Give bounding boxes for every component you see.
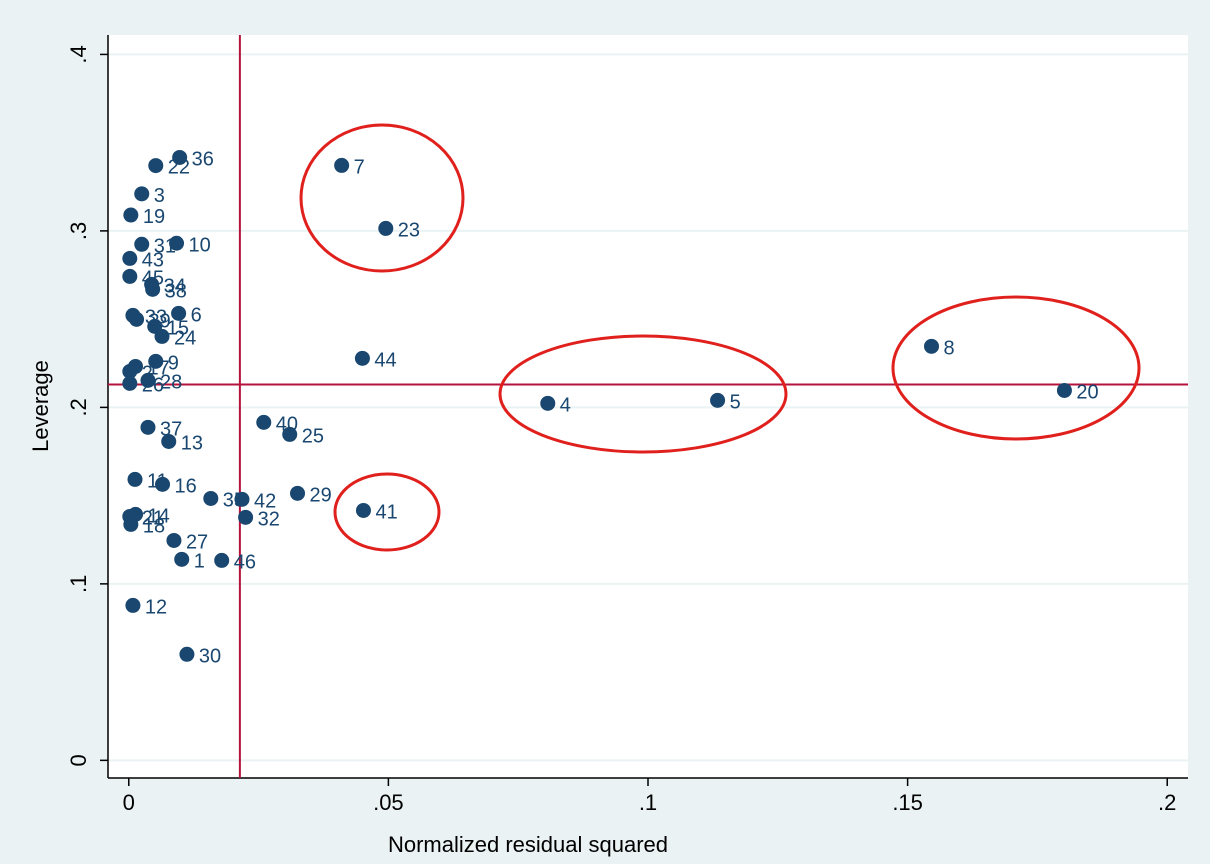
point	[122, 508, 138, 524]
x-tick-label: .1	[639, 790, 657, 815]
point	[234, 491, 250, 507]
point-label: 25	[302, 425, 324, 447]
point	[127, 471, 143, 487]
point	[140, 372, 156, 388]
point	[122, 268, 138, 284]
highlight-ellipse	[891, 295, 1141, 441]
point	[122, 250, 138, 266]
point	[290, 485, 306, 501]
highlight-ellipse	[498, 334, 788, 454]
point-label: 7	[354, 156, 365, 178]
point	[924, 338, 939, 354]
point-label: 21	[142, 507, 164, 529]
point	[145, 281, 161, 297]
point	[1056, 382, 1072, 398]
point	[174, 551, 190, 567]
point	[140, 419, 156, 435]
point-label: 41	[375, 501, 397, 523]
y-tick-label: 0	[66, 754, 91, 766]
point-label: 5	[730, 391, 741, 413]
point-label: 37	[160, 418, 182, 440]
y-tick-label: .3	[66, 222, 91, 240]
x-tick-label: .05	[373, 790, 404, 815]
point-label: 39	[149, 310, 171, 332]
point	[161, 433, 177, 449]
point	[710, 392, 726, 408]
point-label: 43	[142, 249, 164, 271]
point-label: 12	[145, 596, 167, 618]
point	[540, 395, 556, 411]
point-label: 42	[254, 490, 276, 512]
point-label: 6	[191, 304, 202, 326]
point	[282, 426, 298, 442]
point	[214, 552, 230, 568]
point	[238, 509, 254, 525]
point-label: 31	[154, 235, 176, 257]
point	[355, 502, 371, 518]
y-tick-label: .2	[66, 398, 91, 416]
point-label: 3	[154, 185, 165, 207]
point-label: 17	[148, 357, 170, 379]
point-label: 23	[398, 219, 420, 241]
point-label: 29	[310, 484, 332, 506]
point-label: 44	[374, 349, 396, 371]
point-label: 46	[234, 551, 256, 573]
point-label: 45	[142, 267, 164, 289]
x-tick-label: .15	[892, 790, 923, 815]
point	[256, 414, 272, 430]
point	[334, 157, 350, 173]
x-axis-title: Normalized residual squared	[388, 832, 668, 857]
point	[203, 490, 219, 506]
point	[172, 149, 188, 165]
point-label: 38	[165, 280, 187, 302]
point-label: 16	[175, 475, 197, 497]
point	[354, 350, 370, 366]
point-label: 10	[189, 234, 211, 256]
x-tick-label: .2	[1158, 790, 1176, 815]
point-label: 33	[145, 306, 167, 328]
point-label: 24	[174, 327, 196, 349]
point	[134, 236, 150, 252]
point	[166, 532, 182, 548]
point-label: 13	[181, 432, 203, 454]
x-tick-label: 0	[123, 790, 135, 815]
point-label: 40	[276, 413, 298, 435]
point	[378, 220, 394, 236]
point-label: 18	[143, 515, 165, 537]
y-tick-label: .1	[66, 575, 91, 593]
point-label: 27	[186, 531, 208, 553]
point	[169, 235, 185, 251]
highlight-ellipse	[333, 472, 441, 552]
point-label: 4	[560, 394, 571, 416]
y-axis-title: Leverage	[28, 360, 53, 452]
highlight-ellipse	[299, 123, 465, 273]
point-label: 28	[160, 371, 182, 393]
point-label: 32	[258, 508, 280, 530]
point	[148, 353, 164, 369]
point	[128, 358, 144, 374]
point-label: 15	[167, 317, 189, 339]
point-label: 1	[194, 550, 205, 572]
point	[179, 646, 195, 662]
point	[154, 328, 170, 344]
point	[134, 186, 150, 202]
point	[122, 375, 138, 391]
point-label: 8	[944, 337, 955, 359]
point	[125, 597, 141, 613]
point	[123, 207, 139, 223]
point-label: 30	[199, 645, 221, 667]
point	[148, 158, 164, 174]
point-label: 14	[148, 505, 170, 527]
point	[129, 311, 145, 327]
point-label: 34	[164, 275, 186, 297]
point-label: 20	[1076, 381, 1098, 403]
y-tick-label: .4	[66, 45, 91, 63]
point-label: 9	[168, 352, 179, 374]
point	[171, 305, 187, 321]
point-label: 19	[143, 206, 165, 228]
point	[155, 476, 171, 492]
point-label: 36	[192, 148, 214, 170]
annotations	[299, 123, 1141, 552]
